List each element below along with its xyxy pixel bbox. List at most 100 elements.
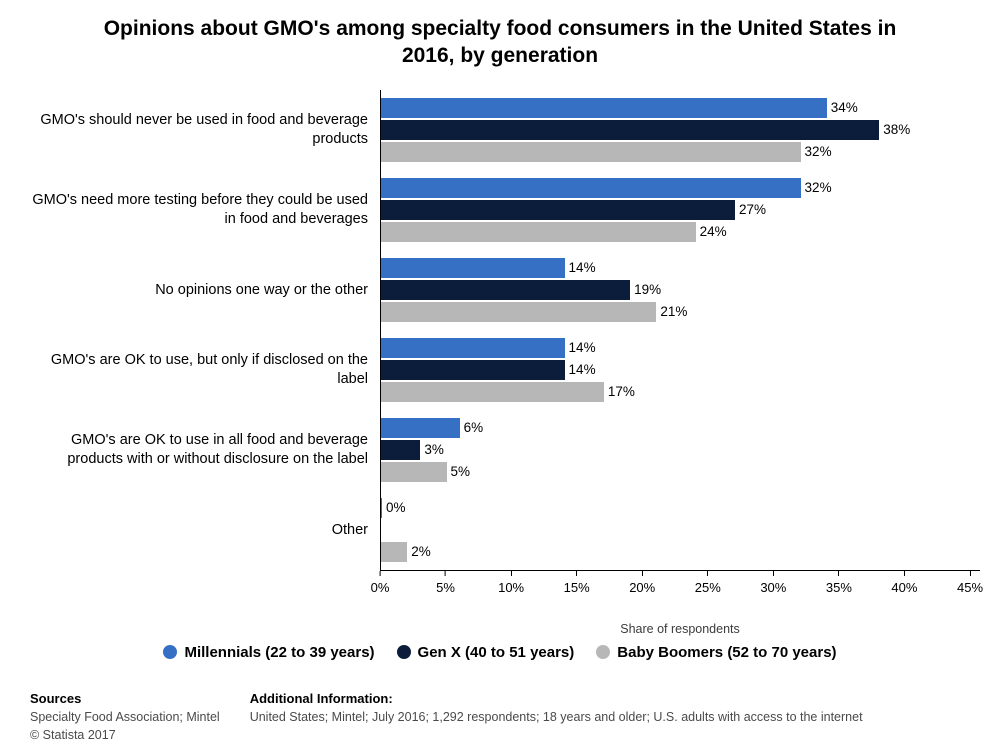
bar-value: 2% [411, 544, 431, 559]
legend: Millennials (22 to 39 years) Gen X (40 to… [20, 644, 980, 661]
bar-value: 3% [424, 442, 444, 457]
bar [381, 338, 565, 358]
bar-row [381, 519, 980, 541]
sources-line: Specialty Food Association; Mintel [30, 708, 220, 727]
bar-row: 14% [381, 359, 980, 381]
x-tick: 5% [436, 571, 455, 595]
x-tick: 30% [760, 571, 786, 595]
bar [381, 302, 656, 322]
bar-value: 0% [386, 500, 406, 515]
x-tick-label: 30% [760, 580, 786, 595]
x-tick-label: 25% [695, 580, 721, 595]
bar-row: 27% [381, 199, 980, 221]
plot-area: 34% 38% 32% 32% 27% 24% 14% 19% 21% 14% 14% 17% 6% 3%… [380, 90, 980, 570]
x-tick: 45% [957, 571, 983, 595]
x-tick: 15% [564, 571, 590, 595]
bar-group: 34% 38% 32% [381, 90, 980, 170]
chart-title: Opinions about GMO's among specialty foo… [80, 15, 920, 70]
legend-swatch [397, 645, 411, 659]
bar-value: 14% [569, 260, 596, 275]
bar-row: 34% [381, 97, 980, 119]
bar-row: 2% [381, 541, 980, 563]
bar-row: 21% [381, 301, 980, 323]
footer: Sources Specialty Food Association; Mint… [20, 691, 980, 745]
category-label: GMO's should never be used in food and b… [20, 90, 380, 170]
bar-value: 19% [634, 282, 661, 297]
sources-column: Sources Specialty Food Association; Mint… [30, 691, 220, 745]
bar-row: 19% [381, 279, 980, 301]
bar [381, 222, 696, 242]
bar [381, 98, 827, 118]
bar-value: 6% [464, 420, 484, 435]
y-axis-labels: GMO's should never be used in food and b… [20, 90, 380, 570]
bar [381, 258, 565, 278]
category-label: GMO's are OK to use in all food and beve… [20, 410, 380, 490]
bar-group: 32% 27% 24% [381, 170, 980, 250]
x-tick: 20% [629, 571, 655, 595]
bar [381, 120, 879, 140]
x-tick: 10% [498, 571, 524, 595]
bar [381, 462, 447, 482]
bar-value: 34% [831, 100, 858, 115]
x-tick: 40% [891, 571, 917, 595]
bar [381, 280, 630, 300]
info-heading: Additional Information: [250, 691, 863, 706]
bar [381, 418, 460, 438]
bar-value: 27% [739, 202, 766, 217]
bar-row: 14% [381, 257, 980, 279]
x-axis-title: Share of respondents [380, 622, 980, 636]
bar-group: 14% 19% 21% [381, 250, 980, 330]
x-tick: 35% [826, 571, 852, 595]
bar [381, 200, 735, 220]
bar-group: 0% 2% [381, 490, 980, 570]
category-label: GMO's need more testing before they coul… [20, 170, 380, 250]
info-line: United States; Mintel; July 2016; 1,292 … [250, 708, 863, 727]
bar-row: 17% [381, 381, 980, 403]
bar [381, 142, 801, 162]
x-tick-label: 35% [826, 580, 852, 595]
bar [381, 382, 604, 402]
x-tick-label: 45% [957, 580, 983, 595]
x-tick-label: 5% [436, 580, 455, 595]
chart-container: Opinions about GMO's among specialty foo… [0, 0, 1000, 743]
bar-row: 32% [381, 177, 980, 199]
copyright-line: © Statista 2017 [30, 726, 220, 745]
category-label: No opinions one way or the other [20, 250, 380, 330]
info-column: Additional Information: United States; M… [250, 691, 863, 745]
x-tick-label: 10% [498, 580, 524, 595]
bar-value: 14% [569, 340, 596, 355]
bar [381, 360, 565, 380]
bar-row: 3% [381, 439, 980, 461]
bar-value: 21% [660, 304, 687, 319]
bar-row: 6% [381, 417, 980, 439]
bar-value: 24% [700, 224, 727, 239]
bar-value: 32% [805, 144, 832, 159]
bar-value: 17% [608, 384, 635, 399]
bar [381, 440, 420, 460]
bar-row: 14% [381, 337, 980, 359]
x-tick: 25% [695, 571, 721, 595]
legend-label: Gen X (40 to 51 years) [418, 644, 575, 661]
bar-row: 38% [381, 119, 980, 141]
legend-item: Millennials (22 to 39 years) [163, 644, 374, 661]
legend-label: Baby Boomers (52 to 70 years) [617, 644, 836, 661]
x-axis: 0%5%10%15%20%25%30%35%40%45% [380, 570, 980, 620]
x-tick-label: 40% [891, 580, 917, 595]
category-label: GMO's are OK to use, but only if disclos… [20, 330, 380, 410]
bar-value: 5% [451, 464, 471, 479]
x-tick: 0% [371, 571, 390, 595]
sources-heading: Sources [30, 691, 220, 706]
x-tick-label: 0% [371, 580, 390, 595]
bar-value: 14% [569, 362, 596, 377]
bar [381, 498, 382, 518]
bar-row: 0% [381, 497, 980, 519]
legend-swatch [596, 645, 610, 659]
legend-item: Baby Boomers (52 to 70 years) [596, 644, 836, 661]
x-tick-label: 20% [629, 580, 655, 595]
bar [381, 178, 801, 198]
category-label: Other [20, 490, 380, 570]
legend-item: Gen X (40 to 51 years) [397, 644, 575, 661]
legend-label: Millennials (22 to 39 years) [184, 644, 374, 661]
bar [381, 542, 407, 562]
bar-group: 14% 14% 17% [381, 330, 980, 410]
